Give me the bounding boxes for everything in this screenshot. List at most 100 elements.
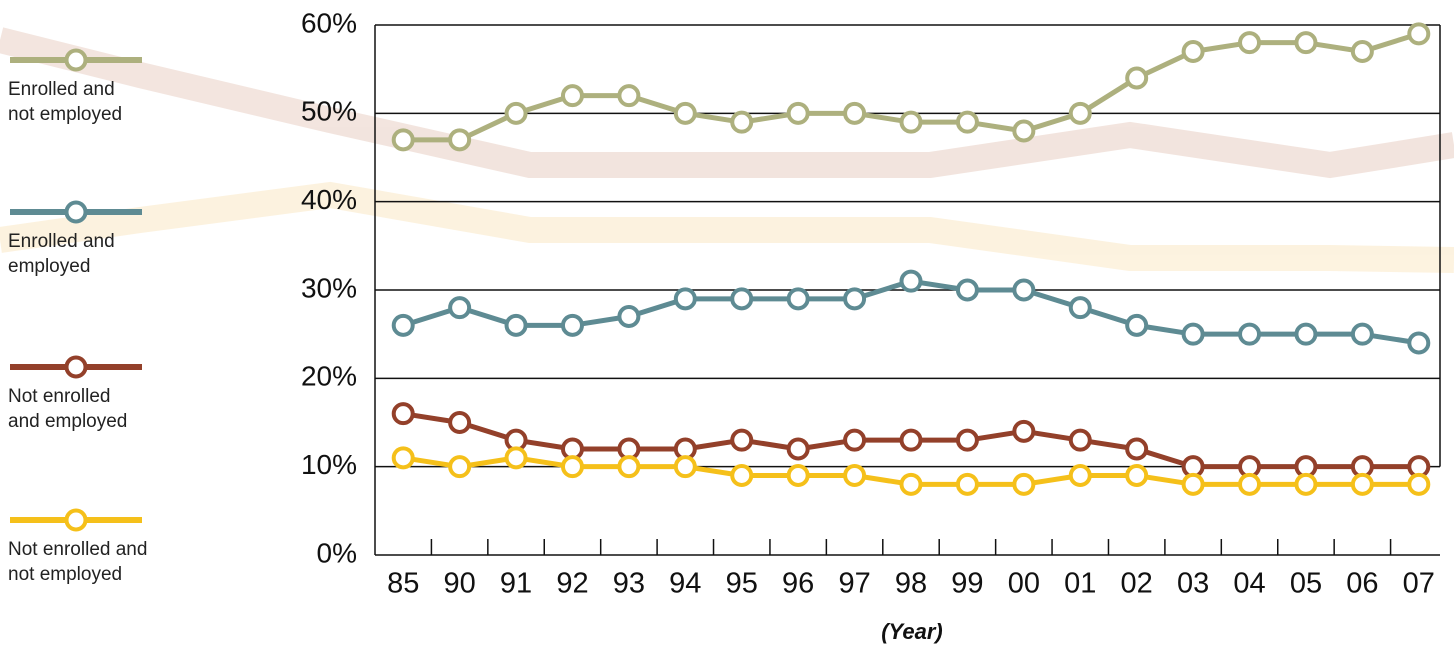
legend-marker (64, 355, 88, 379)
data-point (391, 446, 415, 470)
data-point (843, 287, 867, 311)
data-point (1238, 322, 1262, 346)
data-point (448, 411, 472, 434)
legend-marker (64, 508, 88, 532)
y-tick-label: 20% (301, 361, 357, 392)
data-point (560, 455, 584, 479)
x-tick-label: 99 (951, 568, 983, 600)
data-point (391, 402, 415, 426)
data-point (560, 313, 584, 337)
x-tick-label: 02 (1121, 568, 1153, 600)
data-point (899, 110, 923, 134)
data-point (730, 464, 754, 487)
data-point (786, 287, 810, 311)
y-tick-label: 40% (301, 184, 357, 215)
y-tick-label: 10% (301, 449, 357, 480)
data-point (1350, 322, 1374, 346)
data-point (1125, 464, 1149, 487)
data-point (955, 110, 979, 134)
data-point (843, 464, 867, 487)
data-point (1012, 419, 1036, 443)
x-axis-label: (Year) (881, 619, 943, 644)
x-tick-label: 98 (895, 568, 927, 600)
data-point (1068, 296, 1092, 320)
x-tick-label: 03 (1177, 568, 1209, 600)
data-point (955, 428, 979, 452)
data-point (448, 455, 472, 479)
data-point (391, 128, 415, 152)
x-tick-label: 85 (387, 568, 419, 600)
x-tick-label: 91 (500, 568, 532, 600)
data-point (786, 437, 810, 461)
x-tick-label: 94 (669, 568, 701, 600)
x-tick-label: 07 (1403, 568, 1435, 600)
data-point (1238, 31, 1262, 55)
data-point (1125, 66, 1149, 90)
data-point (1181, 322, 1205, 346)
data-point (1125, 437, 1149, 461)
x-tick-label: 93 (613, 568, 645, 600)
y-tick-label: 50% (301, 96, 357, 127)
data-point (786, 101, 810, 125)
legend-label: Not enrolled and employed (8, 386, 128, 432)
data-point (1238, 472, 1262, 496)
data-point (1068, 428, 1092, 452)
data-point (391, 313, 415, 337)
data-point (1181, 472, 1205, 496)
x-tick-label: 06 (1346, 568, 1378, 600)
x-tick-label: 92 (556, 568, 588, 600)
data-point (673, 287, 697, 311)
x-tick-label: 05 (1290, 568, 1322, 600)
data-point (1012, 278, 1036, 302)
legend-label: Enrolled and employed (8, 231, 115, 277)
data-point (955, 278, 979, 302)
x-tick-label: 01 (1064, 568, 1096, 600)
data-point (617, 84, 641, 108)
data-point (1068, 101, 1092, 125)
data-point (1181, 40, 1205, 63)
data-point (955, 472, 979, 496)
data-point (843, 428, 867, 452)
data-point (673, 101, 697, 125)
x-tick-label: 90 (443, 568, 475, 600)
data-point (1350, 40, 1374, 63)
data-point (1068, 464, 1092, 487)
data-point (448, 296, 472, 320)
data-point (448, 128, 472, 152)
data-point (1407, 472, 1431, 496)
x-tick-label: 00 (1008, 568, 1040, 600)
data-point (843, 101, 867, 125)
y-tick-label: 60% (301, 7, 357, 38)
data-point (1407, 22, 1431, 46)
data-point (730, 428, 754, 452)
legend-marker (64, 48, 88, 72)
y-tick-label: 30% (301, 272, 357, 303)
data-point (504, 313, 528, 337)
data-point (1407, 331, 1431, 355)
data-point (504, 446, 528, 470)
x-tick-label: 97 (838, 568, 870, 600)
x-tick-label: 95 (726, 568, 758, 600)
data-point (1294, 31, 1318, 55)
data-point (899, 472, 923, 496)
data-point (617, 305, 641, 328)
background-decoration (0, 27, 1454, 273)
data-point (730, 287, 754, 311)
data-point (899, 428, 923, 452)
x-tick-label: 96 (782, 568, 814, 600)
data-point (1012, 472, 1036, 496)
data-point (617, 455, 641, 479)
legend-label: Not enrolled and not employed (8, 539, 148, 585)
data-point (560, 84, 584, 108)
data-point (1294, 322, 1318, 346)
data-point (899, 269, 923, 293)
y-tick-label: 0% (317, 537, 357, 568)
data-point (1012, 119, 1036, 143)
data-point (1125, 313, 1149, 337)
data-point (1294, 472, 1318, 496)
data-point (786, 464, 810, 487)
legend-marker (64, 200, 88, 224)
data-point (673, 455, 697, 479)
